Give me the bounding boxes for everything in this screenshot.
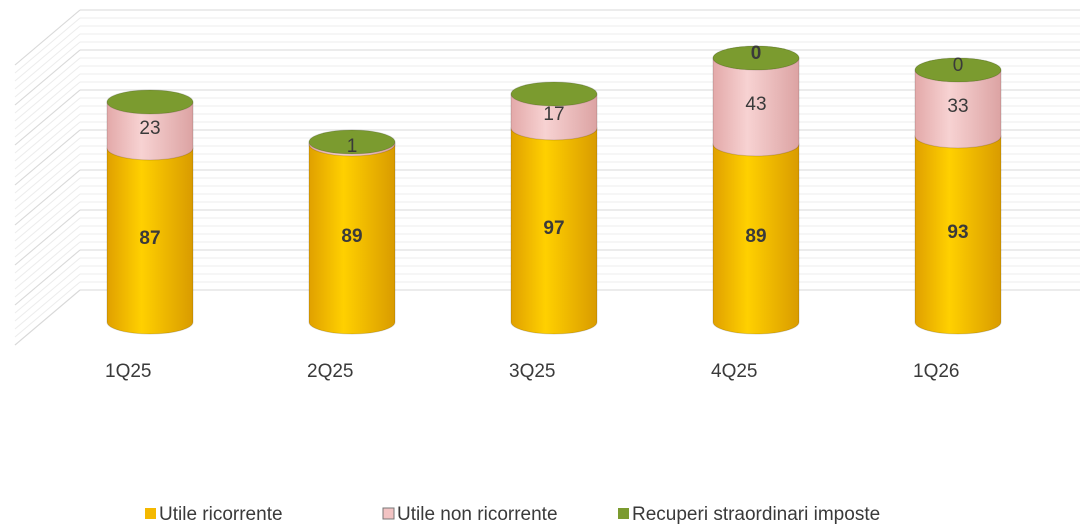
data-label: 33 [947,96,968,117]
legend-swatch [382,507,395,520]
data-label: 1 [347,136,358,157]
x-tick-label: 2Q25 [307,361,353,382]
grid-line [14,41,81,98]
grid-line [14,105,81,162]
cylinder-segment [510,127,598,335]
cylinder-cap [106,89,194,115]
floor-edge [14,289,81,346]
cylinder-segment [510,93,598,141]
grid-line [14,145,81,202]
legend-label: Recuperi straordinari imposte [632,504,880,525]
cylinder-segment [914,69,1002,149]
data-label: 89 [745,226,766,247]
data-label: 87 [139,228,160,249]
x-tick-label: 1Q26 [913,361,959,382]
data-label: 23 [139,118,160,139]
cylinder-segment [712,57,800,157]
grid-line [14,113,81,170]
x-tick-label: 1Q25 [105,361,151,382]
legend-swatch [618,508,629,519]
grid-line [14,241,81,298]
grid-line [14,49,81,106]
data-label: 17 [543,104,564,125]
grid-line [14,209,81,266]
cylinder-segment [106,101,194,161]
grid-line [14,121,81,178]
grid-line [14,153,81,210]
grid-line [14,281,81,338]
grid-line [14,177,81,234]
grid-line [14,265,81,322]
grid-line [14,81,81,138]
grid-line [14,225,81,282]
cylinder-cap [308,129,396,155]
grid-line [14,273,81,330]
grid-line [14,249,81,306]
grid-line [14,17,81,74]
data-label: 97 [543,218,564,239]
grid-line [14,137,81,194]
data-label: 93 [947,222,968,243]
grid-line [14,65,81,122]
data-label: 89 [341,226,362,247]
data-label: 43 [745,94,766,115]
grid-line [14,193,81,250]
grid-line [14,97,81,154]
grid-line [14,161,81,218]
x-tick-label: 3Q25 [509,361,555,382]
grid-line [14,185,81,242]
cylinder-segment [308,143,396,335]
legend-swatch [145,508,156,519]
grid-line [14,217,81,274]
legend-label: Utile ricorrente [159,504,283,525]
data-label: 0 [751,43,762,64]
cylinder-segment [106,147,194,335]
x-tick-label: 4Q25 [711,361,757,382]
cylinder-segment [914,135,1002,335]
grid-line [14,201,81,258]
grid-line [14,169,81,226]
legend-label: Utile non ricorrente [397,504,558,525]
cylinder-cap [712,45,800,71]
grid-line [14,73,81,130]
grid-line [14,257,81,314]
cylinder-segment [712,143,800,335]
grid-line [14,233,81,290]
grid-line [14,33,81,90]
data-label: 0 [953,55,964,76]
grid-line [14,25,81,82]
grid-line [14,89,81,146]
grid-line [14,129,81,186]
cylinder-cap [510,81,598,107]
grid-line [14,9,81,66]
cylinder-cap [914,57,1002,83]
grid-line [14,57,81,114]
